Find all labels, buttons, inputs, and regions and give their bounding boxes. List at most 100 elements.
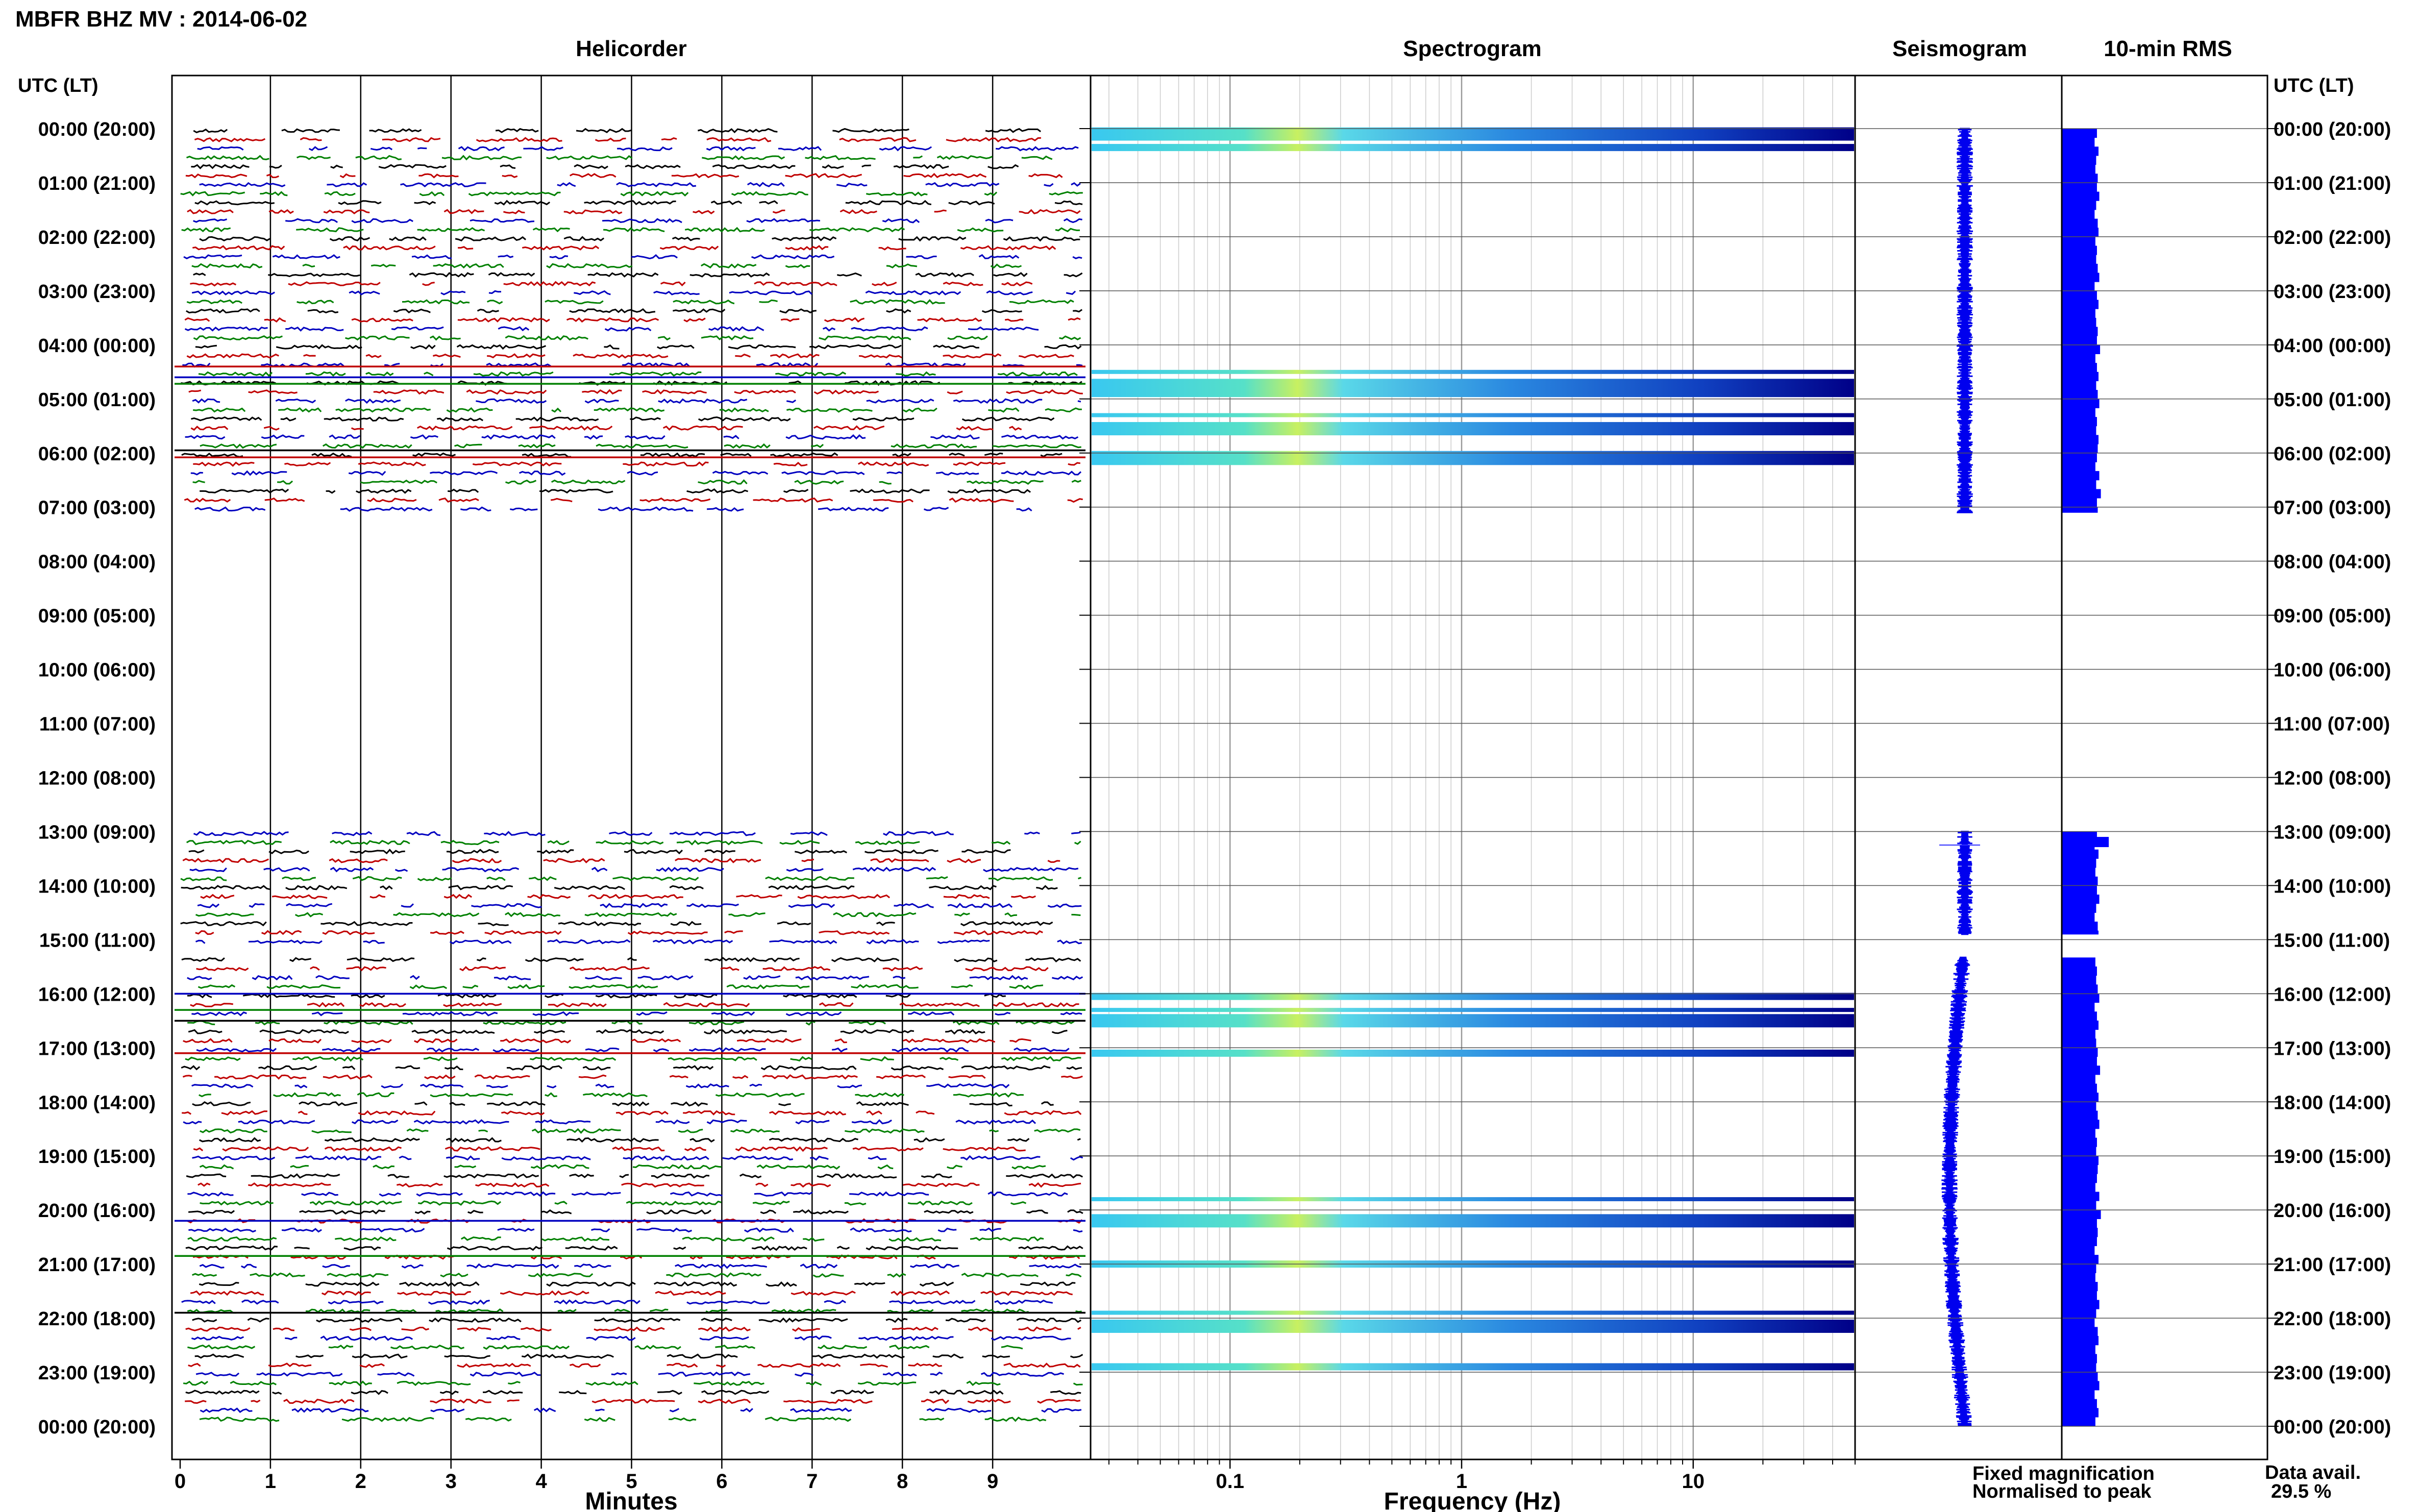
spectrogram-row bbox=[1092, 1197, 1854, 1201]
rms-bar bbox=[2062, 1047, 2098, 1057]
minute-tick-label: 5 bbox=[626, 1470, 637, 1493]
helicorder-trace bbox=[181, 227, 1080, 233]
helicorder-trace bbox=[193, 407, 1082, 413]
minute-tick-label: 3 bbox=[446, 1470, 457, 1493]
minutes-axis-label: Minutes bbox=[585, 1488, 677, 1512]
rms-bar bbox=[2062, 1074, 2095, 1084]
rms-bar bbox=[2062, 885, 2097, 895]
hour-label-left: 10:00 (06:00) bbox=[38, 660, 156, 681]
helicorder-trace bbox=[199, 1092, 1024, 1098]
spectrogram-row bbox=[1092, 1214, 1854, 1228]
helicorder-trace bbox=[192, 244, 1056, 251]
helicorder-trace bbox=[188, 1227, 1083, 1233]
hour-label-right: 11:00 (07:00) bbox=[2274, 714, 2390, 735]
helicorder-trace bbox=[185, 1245, 1083, 1251]
helicorder-trace bbox=[197, 146, 1079, 152]
helicorder-trace bbox=[181, 885, 1058, 890]
hour-labels-left: 00:00 (20:00) 01:00 (21:00) 02:00 (22:00) 0… bbox=[38, 119, 156, 1438]
rms-panel bbox=[2062, 129, 2109, 1427]
spectrogram-row bbox=[1092, 1310, 1854, 1315]
helicorder-trace bbox=[193, 128, 1041, 134]
helicorder-trace bbox=[192, 1317, 1082, 1323]
rms-bar bbox=[2062, 426, 2096, 435]
helicorder-trace bbox=[185, 1326, 1081, 1332]
minute-tick-label: 7 bbox=[806, 1470, 818, 1493]
rms-bar bbox=[2062, 480, 2096, 489]
helicorder-trace bbox=[192, 398, 1081, 404]
minute-tick-label: 9 bbox=[987, 1470, 998, 1493]
rms-bar bbox=[2062, 984, 2098, 994]
hour-label-left: 00:00 (20:00) bbox=[38, 119, 156, 140]
rms-bar bbox=[2062, 327, 2098, 336]
rms-bar bbox=[2062, 876, 2098, 886]
rms-bar bbox=[2062, 290, 2097, 301]
spectrogram-row bbox=[1092, 993, 1854, 1000]
helicorder-trace bbox=[186, 155, 1053, 161]
rms-bar bbox=[2062, 1318, 2095, 1327]
rms-bar bbox=[2062, 975, 2096, 985]
hour-label-right: 05:00 (01:00) bbox=[2274, 389, 2391, 411]
rms-bar bbox=[2062, 1336, 2099, 1346]
rms-bar bbox=[2062, 1327, 2098, 1336]
helicorder-trace bbox=[200, 1200, 1027, 1206]
rms-bar bbox=[2062, 363, 2097, 373]
hour-label-left: 08:00 (04:00) bbox=[38, 552, 156, 573]
rms-bar bbox=[2062, 1282, 2098, 1292]
hour-label-right: 21:00 (17:00) bbox=[2274, 1254, 2391, 1276]
rms-bar bbox=[2062, 1029, 2095, 1039]
helicorder-trace bbox=[190, 1290, 1073, 1296]
helicorder-trace bbox=[200, 1407, 1082, 1413]
helicorder-trace bbox=[185, 172, 1063, 179]
rms-bar bbox=[2062, 507, 2098, 513]
helicorder-trace bbox=[185, 1390, 1081, 1395]
data-avail-label: Data avail. bbox=[2265, 1462, 2361, 1483]
rms-bar bbox=[2062, 1083, 2097, 1093]
hour-label-left: 20:00 (16:00) bbox=[38, 1200, 156, 1222]
helicorder-trace bbox=[198, 1182, 1081, 1188]
helicorder-trace bbox=[196, 966, 1049, 972]
helicorder-trace bbox=[198, 371, 1078, 377]
minute-tick-label: 6 bbox=[716, 1470, 727, 1493]
rms-bar bbox=[2062, 236, 2095, 246]
hour-label-right: 17:00 (13:00) bbox=[2274, 1038, 2391, 1059]
minute-tick-label: 2 bbox=[355, 1470, 366, 1493]
helicorder-trace bbox=[188, 1362, 1081, 1368]
helicorder-trace bbox=[191, 1011, 1082, 1017]
helicorder-trace bbox=[194, 1353, 1083, 1359]
helicorder-trace bbox=[192, 1101, 1054, 1107]
helicorder-trace bbox=[199, 1164, 1046, 1170]
rms-bar bbox=[2062, 182, 2097, 192]
helicorder-trace bbox=[187, 1344, 1023, 1350]
rms-bar bbox=[2062, 1399, 2097, 1408]
hour-label-right: 03:00 (23:00) bbox=[2274, 281, 2391, 303]
helicorder-trace bbox=[183, 1380, 1083, 1386]
hour-label-right: 08:00 (04:00) bbox=[2274, 552, 2391, 573]
helicorder-trace bbox=[182, 1110, 1082, 1116]
helicorder-trace bbox=[188, 849, 1011, 855]
minute-tick-label: 8 bbox=[897, 1470, 908, 1493]
spectrogram-row bbox=[1092, 1363, 1854, 1371]
data-avail-value: 29.5 % bbox=[2271, 1481, 2331, 1502]
rms-bar bbox=[2062, 263, 2098, 274]
hour-label-left: 12:00 (08:00) bbox=[38, 768, 156, 789]
hour-labels-right: 00:00 (20:00) 01:00 (21:00) 02:00 (22:00) 0… bbox=[2274, 119, 2391, 1438]
rms-bar bbox=[2062, 1263, 2096, 1273]
hour-label-right: 00:00 (20:00) bbox=[2274, 1417, 2391, 1438]
helicorder-trace bbox=[183, 254, 1082, 260]
helicorder-trace bbox=[186, 299, 1074, 305]
helicorder-trace bbox=[180, 921, 1053, 927]
hour-label-left: 02:00 (22:00) bbox=[38, 227, 156, 249]
seismogram-title: Seismogram bbox=[1892, 36, 2027, 61]
helicorder-trace bbox=[190, 470, 1082, 476]
hour-label-left: 01:00 (21:00) bbox=[38, 173, 156, 194]
rms-bar bbox=[2062, 435, 2099, 444]
hour-label-left: 05:00 (01:00) bbox=[38, 389, 156, 411]
hour-label-right: 01:00 (21:00) bbox=[2274, 173, 2391, 194]
rms-bar bbox=[2062, 1147, 2096, 1156]
helicorder-trace bbox=[184, 497, 1083, 503]
hour-label-right: 09:00 (05:00) bbox=[2274, 606, 2391, 627]
left-axis-header: UTC (LT) bbox=[18, 75, 98, 96]
rms-bar bbox=[2062, 146, 2099, 156]
seismogram-trace bbox=[1941, 956, 1972, 1427]
helicorder-trace bbox=[192, 1155, 1083, 1161]
